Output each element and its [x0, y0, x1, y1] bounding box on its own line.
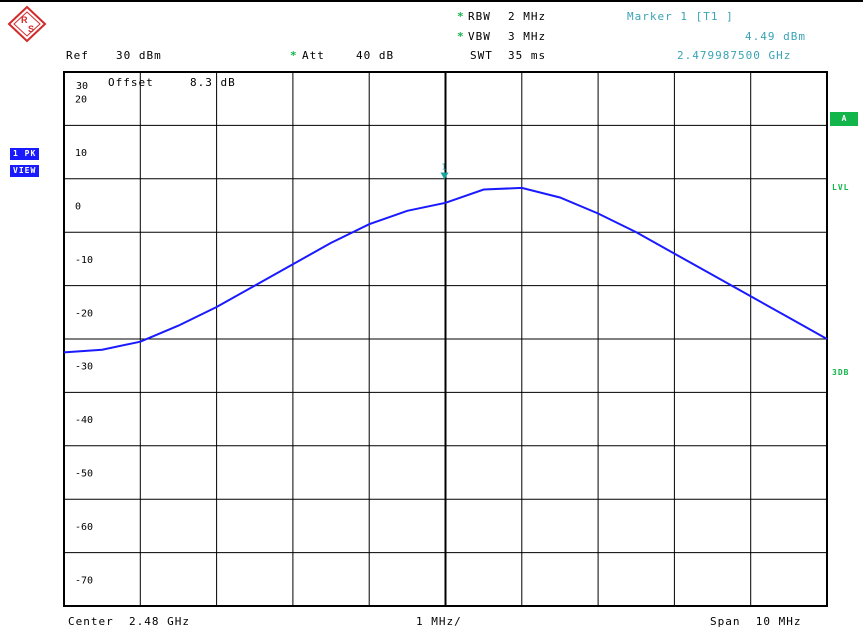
3db-indicator: 3DB [832, 368, 850, 377]
y-tick-label: -20 [75, 308, 93, 319]
y-tick-label: 20 [75, 95, 87, 106]
y-tick-mask [66, 573, 99, 586]
lvl-indicator: LVL [832, 183, 850, 192]
y-tick-mask [66, 466, 99, 479]
vbw-star: * [457, 30, 465, 43]
vbw-label: VBW [468, 30, 491, 43]
trace-mode-badge: 1 PK [10, 148, 40, 160]
y-tick-mask [66, 413, 99, 426]
y-tick-mask [66, 519, 99, 532]
span: Span 10 MHz [710, 615, 802, 628]
y-tick-labels: 30 20 10 0 -10 -20 -30 -40 -50 -60 -70 [66, 81, 99, 586]
marker-1: 1 [440, 163, 449, 180]
att-value: 40 dB [356, 49, 395, 62]
y-tick-mask [66, 199, 85, 212]
y-tick-label: -30 [75, 362, 93, 373]
frequency-division: 1 MHz/ [416, 615, 462, 628]
y-tick-label: 0 [75, 202, 81, 213]
y-tick-label: 10 [75, 148, 87, 159]
y-tick-mask [66, 252, 99, 265]
top-rule [0, 0, 863, 2]
svg-text:S: S [28, 24, 34, 34]
offset-value: 8.3 dB [190, 76, 236, 89]
marker-title: Marker 1 [T1 ] [627, 10, 734, 23]
y-tick-top-label: 30 [76, 81, 88, 92]
swt-label: SWT [470, 49, 493, 62]
y-tick-label: -70 [75, 575, 93, 586]
y-tick-mask [66, 306, 99, 319]
att-star: * [290, 49, 298, 62]
rbw-label: RBW [468, 10, 491, 23]
ref-label: Ref [66, 49, 89, 62]
marker-label: 1 [442, 163, 447, 172]
svg-text:R: R [21, 15, 28, 25]
att-label: Att [302, 49, 325, 62]
rbw-value: 2 MHz [508, 10, 547, 23]
trace-a-badge: A [830, 112, 858, 126]
y-tick-label: -50 [75, 469, 93, 480]
vbw-value: 3 MHz [508, 30, 547, 43]
plot-grid [63, 71, 828, 607]
marker-level: 4.49 dBm [745, 30, 806, 43]
offset-label: Offset [108, 76, 154, 89]
y-tick-mask [66, 146, 92, 159]
y-tick-label: -10 [75, 255, 93, 266]
y-tick-mask [66, 92, 92, 105]
trace-view-badge: VIEW [10, 165, 40, 177]
ref-value: 30 dBm [116, 49, 162, 62]
marker-triangle [440, 172, 449, 180]
y-tick-label: -60 [75, 522, 93, 533]
y-tick-mask [66, 359, 99, 372]
spectrum-trace [63, 186, 828, 354]
rbw-star: * [457, 10, 465, 23]
rohde-schwarz-logo: R S [7, 5, 47, 43]
center-frequency: Center 2.48 GHz [68, 615, 190, 628]
y-tick-label: -40 [75, 415, 93, 426]
swt-value: 35 ms [508, 49, 547, 62]
marker-frequency: 2.479987500 GHz [677, 49, 792, 62]
